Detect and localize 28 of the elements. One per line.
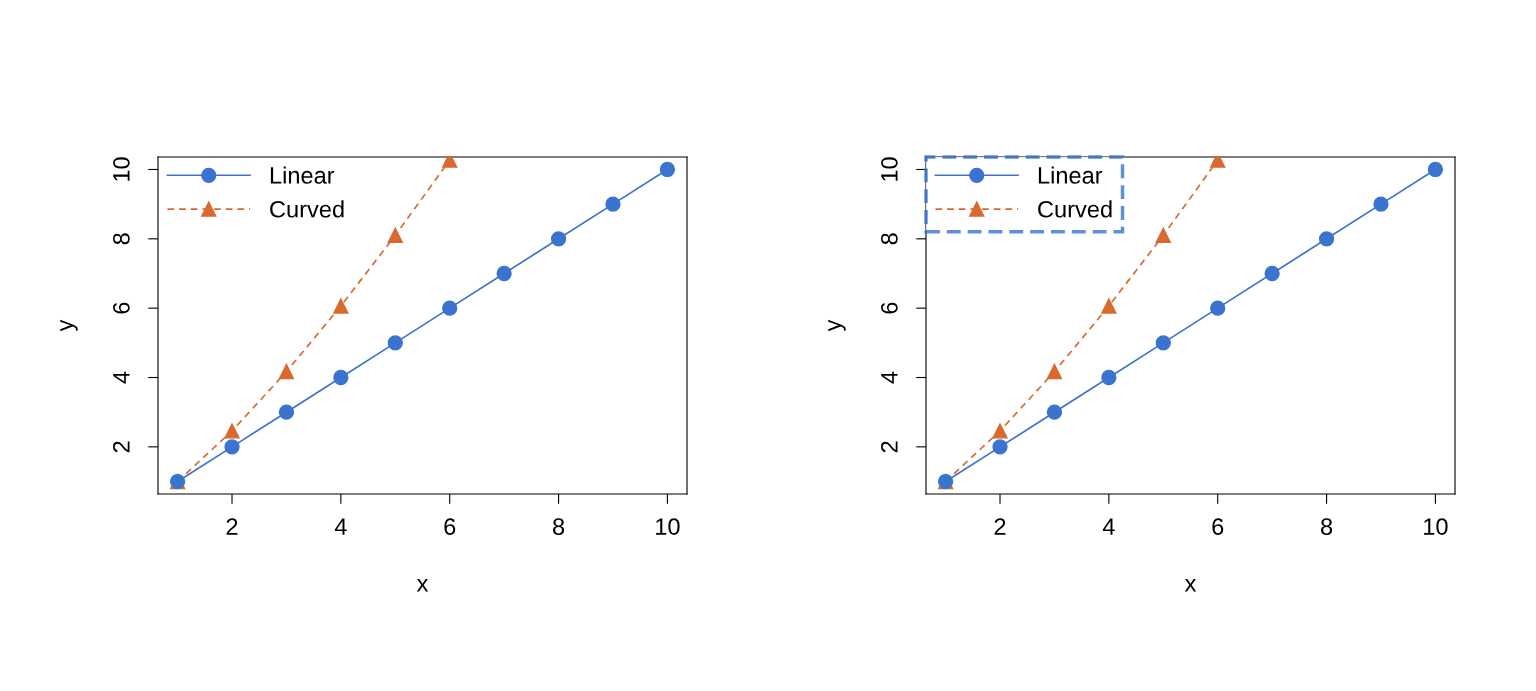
x-axis-title: x bbox=[416, 578, 429, 592]
y-tick-label: 8 bbox=[113, 233, 130, 245]
legend-label: Linear bbox=[270, 166, 335, 184]
y-tick-label: 10 bbox=[113, 157, 130, 181]
y-tick-label: 4 bbox=[113, 371, 130, 384]
y-axis-title: y bbox=[60, 319, 78, 332]
x-tick-label: 6 bbox=[1212, 518, 1224, 535]
legend-label: Curved bbox=[270, 200, 344, 218]
x-tick-label: 8 bbox=[553, 518, 565, 535]
y-tick-label: 2 bbox=[113, 441, 130, 453]
x-tick-label: 8 bbox=[1321, 518, 1333, 535]
x-tick-label: 4 bbox=[1102, 518, 1115, 535]
y-tick-label: 6 bbox=[881, 302, 898, 314]
x-axis-title: x bbox=[1184, 578, 1197, 592]
y-tick-label: 10 bbox=[881, 157, 898, 181]
x-tick-label: 10 bbox=[1424, 518, 1448, 535]
x-tick-label: 2 bbox=[994, 518, 1006, 535]
x-tick-label: 6 bbox=[444, 518, 456, 535]
legend-label: Linear bbox=[1038, 166, 1103, 184]
x-tick-label: 2 bbox=[226, 518, 238, 535]
x-tick-label: 4 bbox=[334, 518, 347, 535]
y-tick-label: 6 bbox=[113, 302, 130, 314]
legend-label: Curved bbox=[1038, 200, 1112, 218]
y-tick-label: 2 bbox=[881, 441, 898, 453]
y-axis-title: y bbox=[828, 319, 846, 332]
y-tick-label: 8 bbox=[881, 233, 898, 245]
y-tick-label: 4 bbox=[881, 371, 898, 384]
x-tick-label: 10 bbox=[656, 518, 680, 535]
